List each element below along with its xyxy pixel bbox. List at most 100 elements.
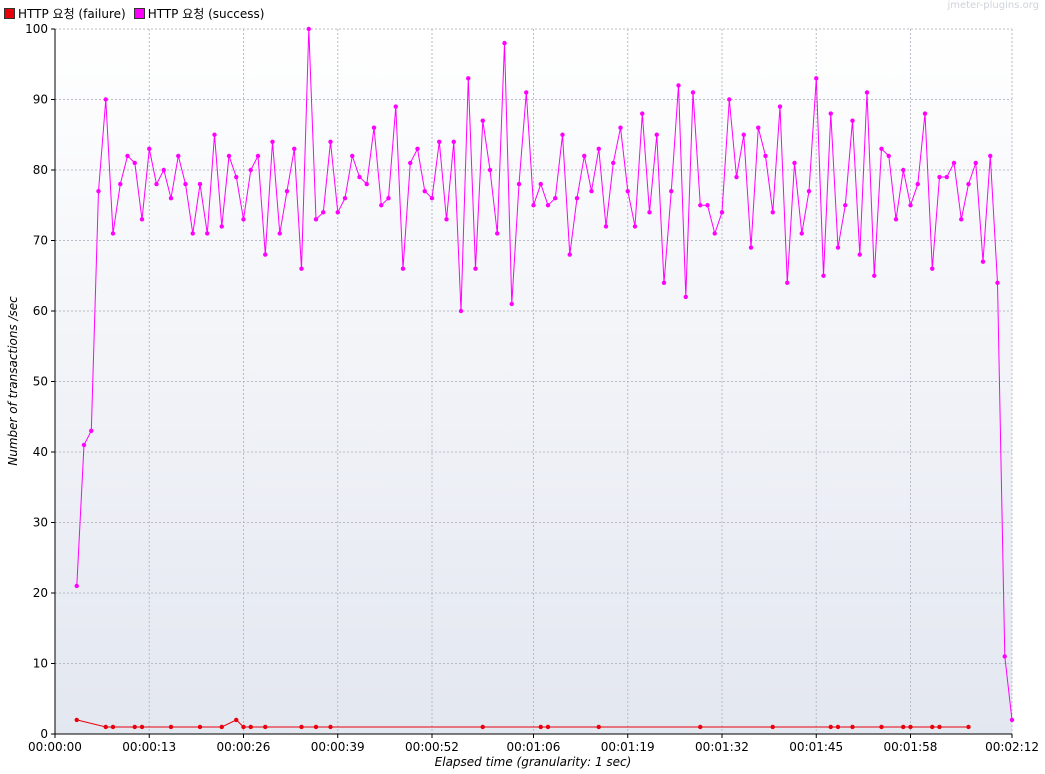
data-point-failure — [234, 717, 239, 723]
x-tick-label: 00:00:13 — [122, 740, 176, 754]
data-point-success — [748, 245, 754, 250]
data-point-success — [792, 160, 797, 166]
data-point-success — [1009, 717, 1015, 723]
data-point-success — [770, 210, 775, 215]
series-line-failure — [76, 719, 969, 728]
data-point-success — [89, 428, 94, 434]
data-point-success — [125, 153, 130, 159]
data-point-failure — [850, 724, 855, 730]
data-point-success — [908, 203, 913, 208]
data-point-failure — [197, 724, 203, 730]
data-point-success — [560, 132, 565, 137]
data-point-failure — [139, 724, 145, 730]
data-point-success — [487, 167, 493, 173]
data-point-success — [647, 210, 652, 215]
data-point-failure — [835, 724, 841, 730]
data-point-success — [473, 266, 478, 271]
data-point-success — [582, 153, 587, 159]
data-point-success — [966, 181, 971, 187]
data-point-success — [364, 181, 369, 187]
data-point-success — [553, 196, 558, 201]
data-point-success — [321, 210, 326, 215]
data-point-success — [118, 181, 123, 187]
data-point-success — [901, 167, 906, 173]
data-point-success — [625, 188, 630, 194]
data-point-success — [828, 111, 833, 116]
data-point-success — [219, 224, 224, 229]
data-point-success — [618, 125, 623, 130]
data-point-success — [741, 132, 746, 137]
data-point-success — [821, 273, 826, 278]
data-point-success — [545, 203, 551, 208]
data-point-success — [168, 196, 174, 201]
data-point-success — [756, 125, 761, 130]
data-point-success — [110, 231, 116, 236]
data-point-success — [574, 196, 580, 201]
data-point-success — [654, 132, 659, 137]
data-point-success — [980, 259, 986, 264]
data-point-failure — [937, 724, 942, 730]
data-point-success — [342, 196, 348, 201]
y-tick-label: 0 — [40, 727, 48, 741]
data-point-success — [350, 153, 355, 159]
data-point-success — [328, 139, 333, 144]
data-point-success — [690, 90, 696, 95]
y-ticks: 0 10 20 30 40 50 60 70 80 90 100 — [25, 22, 55, 741]
data-point-success — [843, 203, 848, 208]
data-point-success — [400, 266, 406, 271]
data-point-success — [466, 76, 471, 81]
data-point-success — [226, 153, 232, 159]
data-point-success — [698, 203, 703, 208]
data-point-success — [669, 188, 674, 194]
data-point-success — [444, 217, 449, 222]
data-point-success — [603, 224, 609, 229]
data-point-success — [596, 146, 601, 152]
data-point-success — [538, 181, 543, 187]
data-point-success — [306, 26, 311, 32]
legend: HTTP 요청 (failure) HTTP 요청 (success) — [4, 4, 264, 22]
data-point-failure — [168, 724, 174, 730]
data-point-success — [299, 266, 304, 271]
data-point-failure — [241, 724, 246, 730]
data-point-failure — [828, 724, 833, 730]
x-tick-label: 00:00:52 — [405, 740, 459, 754]
data-point-failure — [698, 724, 703, 730]
data-point-success — [270, 139, 275, 144]
x-tick-label: 00:01:45 — [789, 740, 843, 754]
data-point-failure — [313, 724, 319, 730]
data-point-success — [589, 188, 594, 194]
y-tick-label: 20 — [33, 586, 48, 600]
data-point-success — [814, 76, 819, 81]
data-point-success — [103, 97, 108, 102]
data-point-success — [154, 181, 159, 187]
data-point-success — [734, 174, 739, 180]
y-axis-title: Number of transactions /sec — [6, 296, 20, 466]
data-point-success — [176, 153, 181, 159]
data-point-failure — [545, 724, 551, 730]
data-point-success — [806, 188, 812, 194]
data-point-success — [415, 146, 420, 152]
data-point-success — [480, 118, 485, 123]
data-point-success — [422, 188, 427, 194]
data-point-success — [509, 301, 514, 307]
data-point-success — [96, 188, 101, 194]
y-tick-label: 90 — [33, 93, 48, 107]
data-point-success — [567, 252, 572, 257]
data-point-success — [719, 210, 725, 215]
data-point-failure — [930, 724, 935, 730]
data-point-failure — [299, 724, 304, 730]
data-point-success — [313, 217, 319, 222]
data-point-success — [864, 90, 870, 95]
data-point-success — [611, 160, 616, 166]
data-point-success — [248, 167, 253, 173]
data-point-success — [799, 231, 804, 236]
data-point-success — [676, 83, 681, 88]
data-point-success — [292, 146, 297, 152]
data-point-success — [893, 217, 899, 222]
series — [74, 26, 1015, 730]
data-point-success — [277, 231, 282, 236]
data-point-success — [995, 280, 1000, 285]
data-point-success — [973, 160, 978, 166]
data-point-success — [777, 104, 783, 109]
